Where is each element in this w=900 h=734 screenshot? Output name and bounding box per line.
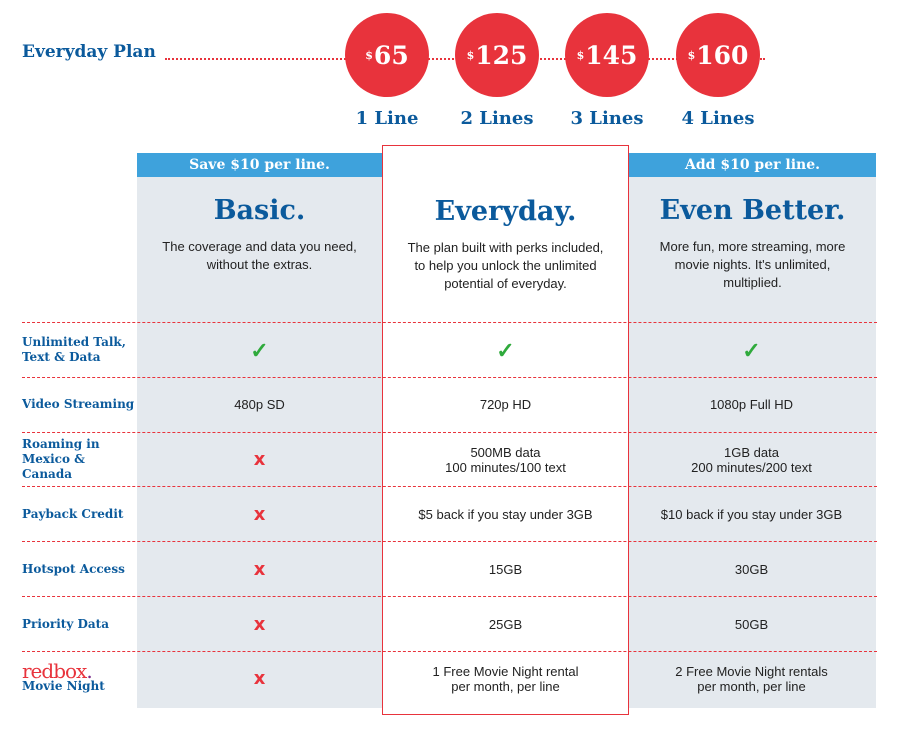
feature-cell: 2 Free Movie Night rentals per month, pe… (629, 652, 874, 706)
feature-row: Unlimited Talk, Text & Data ✓ ✓ ✓ (22, 322, 877, 377)
feature-label-text: Priority Data (22, 616, 109, 631)
feature-label: Payback Credit (22, 487, 137, 541)
checkmark-icon: ✓ (250, 337, 269, 363)
price-amount: 65 (373, 40, 409, 70)
feature-cell: 15GB (383, 542, 628, 596)
feature-row: Roaming in Mexico & Canada x 500MB data 10… (22, 431, 877, 487)
plan-description: The plan built with perks included, to h… (407, 240, 604, 291)
feature-cell: 25GB (383, 597, 628, 651)
feature-label: redbox. Movie Night (22, 652, 137, 706)
feature-value: 1 Free Movie Night rental per month, per… (432, 663, 579, 694)
feature-value: 500MB data 100 minutes/100 text (445, 444, 566, 475)
feature-label-text: Video Streaming (22, 397, 135, 412)
feature-cell: 1 Free Movie Night rental per month, per… (383, 652, 628, 706)
line-count: 4 Lines (681, 108, 755, 129)
x-icon: x (253, 613, 266, 635)
price-amount: 160 (696, 40, 749, 70)
plan-name: Everyday. (434, 196, 577, 227)
feature-cell: ✓ (383, 323, 628, 377)
price-circle: $125 (455, 13, 539, 97)
feature-row: Payback Credit x $5 back if you stay under… (22, 486, 877, 541)
feature-label-text: Unlimited Talk, Text & Data (22, 335, 126, 364)
feature-label: Unlimited Talk, Text & Data (22, 323, 137, 377)
currency-symbol: $ (365, 48, 373, 62)
price-circle: $160 (676, 13, 760, 97)
feature-value: 15GB (488, 561, 523, 577)
plan-column-everyday: Everyday. The plan built with perks incl… (382, 145, 629, 715)
x-icon: x (253, 449, 266, 471)
feature-cell: 30GB (629, 542, 874, 596)
redbox-logo: redbox. (22, 658, 93, 683)
plan-banner: Save $10 per line. (137, 153, 382, 177)
feature-value: 1080p Full HD (709, 397, 794, 413)
x-icon: x (253, 503, 266, 525)
line-count: 1 Line (355, 108, 419, 129)
feature-cell: 1GB data 200 minutes/200 text (629, 433, 874, 487)
x-icon: x (253, 558, 266, 580)
feature-value: 480p SD (234, 397, 285, 413)
feature-cell: x (137, 487, 382, 541)
plan-name: Even Better. (659, 195, 846, 226)
feature-cell: x (137, 433, 382, 487)
feature-row: Video Streaming 480p SD 720p HD 1080p Full … (22, 376, 877, 432)
feature-cell: ✓ (137, 323, 382, 377)
feature-value: $5 back if you stay under 3GB (418, 506, 593, 522)
plan-title: Everyday Plan (22, 42, 156, 62)
checkmark-icon: ✓ (742, 337, 761, 363)
feature-cell: 480p SD (137, 378, 382, 432)
feature-cell: $10 back if you stay under 3GB (629, 487, 874, 541)
line-count: 3 Lines (570, 108, 644, 129)
plan-name: Basic. (213, 195, 306, 226)
feature-value: 2 Free Movie Night rentals per month, pe… (675, 663, 828, 694)
feature-cell: 500MB data 100 minutes/100 text (383, 433, 628, 487)
feature-label: Roaming in Mexico & Canada (22, 433, 137, 487)
feature-value: 30GB (734, 561, 769, 577)
plan-description: The coverage and data you need, without … (162, 239, 357, 272)
plan-description: More fun, more streaming, more movie nig… (659, 239, 846, 290)
feature-label-text: Movie Night (22, 678, 105, 693)
feature-value: 720p HD (479, 397, 532, 413)
feature-cell: $5 back if you stay under 3GB (383, 487, 628, 541)
feature-cell: x (137, 542, 382, 596)
feature-cell: 720p HD (383, 378, 628, 432)
feature-value: 25GB (488, 616, 523, 632)
price-amount: 125 (475, 40, 528, 70)
currency-symbol: $ (466, 48, 475, 62)
feature-label-text: Hotspot Access (22, 561, 125, 576)
line-count: 2 Lines (460, 108, 534, 129)
feature-value: $10 back if you stay under 3GB (660, 506, 843, 522)
plan-column-even-better: Add $10 per line. Even Better. More fun,… (629, 153, 876, 708)
currency-symbol: $ (687, 48, 696, 62)
price-circle: $65 (345, 13, 429, 97)
plan-column-basic: Save $10 per line. Basic. The coverage a… (137, 153, 382, 708)
currency-symbol: $ (576, 48, 585, 62)
feature-label: Video Streaming (22, 378, 137, 432)
feature-label: Hotspot Access (22, 542, 137, 596)
feature-cell: 1080p Full HD (629, 378, 874, 432)
feature-label-text: Roaming in Mexico & Canada (22, 437, 100, 482)
feature-cell: x (137, 597, 382, 651)
feature-row: redbox. Movie Night x 1 Free Movie Night re… (22, 650, 877, 706)
feature-value: 50GB (734, 616, 769, 632)
feature-row: Hotspot Access x 15GB 30GB (22, 541, 877, 596)
feature-cell: x (137, 652, 382, 706)
feature-cell: 50GB (629, 597, 874, 651)
checkmark-icon: ✓ (496, 337, 515, 363)
feature-cell: ✓ (629, 323, 874, 377)
feature-label: Priority Data (22, 597, 137, 651)
feature-row: Priority Data x 25GB 50GB (22, 596, 877, 651)
price-circle: $145 (565, 13, 649, 97)
feature-value: 1GB data 200 minutes/200 text (691, 444, 812, 475)
feature-label-text: Payback Credit (22, 506, 124, 521)
plan-banner: Add $10 per line. (629, 153, 876, 177)
price-amount: 145 (585, 40, 638, 70)
x-icon: x (253, 668, 266, 690)
